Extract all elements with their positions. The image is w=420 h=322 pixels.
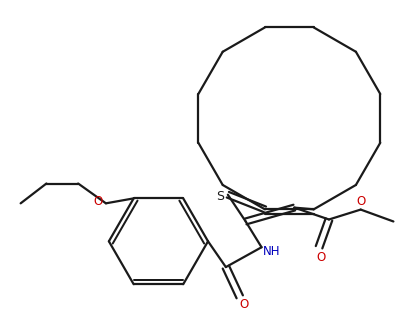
Text: O: O xyxy=(356,195,365,208)
Text: NH: NH xyxy=(263,245,280,258)
Text: O: O xyxy=(93,195,102,208)
Text: S: S xyxy=(216,190,224,203)
Text: O: O xyxy=(316,251,326,264)
Text: O: O xyxy=(239,298,248,311)
